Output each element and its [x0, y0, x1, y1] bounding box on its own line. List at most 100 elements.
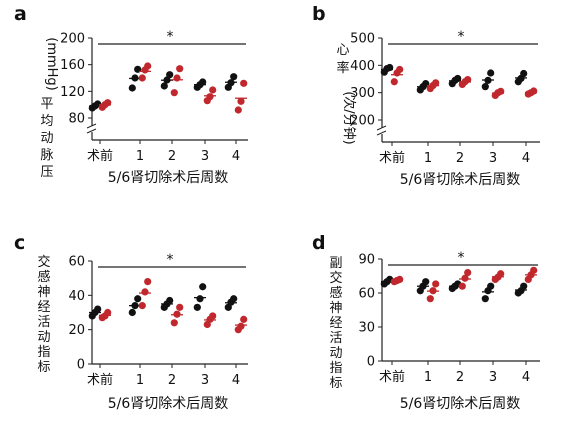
y-axis-title-char: 动	[329, 346, 342, 361]
y-tick-label: 60	[358, 287, 375, 302]
data-point	[237, 322, 245, 330]
x-tick-label: 2	[456, 151, 464, 166]
x-tick-label: 4	[232, 149, 240, 164]
x-tick-label: 1	[424, 151, 432, 166]
axis-break-mark	[376, 130, 387, 136]
data-point	[128, 84, 136, 92]
data-point	[144, 62, 152, 70]
axis-break-mark	[86, 128, 97, 134]
x-tick-label: 2	[456, 370, 464, 385]
significance-star: *	[167, 29, 174, 45]
x-axis-title: 5/6肾切除术后周数	[108, 170, 229, 186]
panel-label: c	[14, 232, 25, 254]
y-tick-label: 300	[350, 86, 375, 101]
data-point	[141, 288, 149, 296]
data-point	[209, 312, 217, 320]
data-point	[199, 78, 207, 86]
x-tick-label: 术前	[87, 372, 113, 388]
x-tick-label: 2	[168, 373, 176, 388]
data-point	[170, 89, 178, 97]
data-point	[497, 270, 505, 278]
y-tick-label: 90	[358, 253, 375, 268]
data-point	[484, 76, 492, 84]
data-point	[199, 283, 207, 291]
y-axis-title-char: 神	[37, 285, 50, 300]
x-tick-label: 4	[232, 373, 240, 388]
panel-label: a	[14, 3, 27, 25]
data-point	[163, 76, 171, 84]
x-tick-label: 1	[136, 373, 144, 388]
data-point	[464, 75, 472, 84]
y-tick-label: 200	[350, 114, 375, 129]
x-tick-label: 3	[201, 373, 209, 388]
data-point	[464, 269, 472, 277]
data-point	[160, 82, 168, 90]
y-tick-label: 160	[60, 58, 85, 73]
data-point	[396, 275, 404, 283]
data-point	[520, 69, 528, 78]
data-point	[131, 74, 139, 82]
y-tick-label: 0	[367, 355, 375, 370]
significance-star: *	[458, 250, 465, 266]
y-axis-title-char: 经	[329, 316, 342, 331]
y-tick-label: 30	[358, 321, 375, 336]
data-point	[240, 315, 248, 323]
x-axis-title: 5/6肾切除术后周数	[400, 396, 521, 412]
data-point	[166, 71, 174, 79]
data-point	[227, 79, 235, 87]
y-axis-title-char: 指	[37, 345, 50, 360]
axis-break-gap	[377, 128, 387, 134]
data-point	[520, 282, 528, 290]
data-point	[138, 302, 146, 310]
y-axis-title-char: 平	[40, 97, 53, 112]
y-axis-title-char: 动	[40, 131, 53, 146]
y-tick-label: 0	[77, 358, 85, 373]
y-tick-label: 400	[350, 59, 375, 74]
data-point	[432, 280, 440, 288]
data-point	[209, 86, 217, 94]
significance-star: *	[167, 252, 174, 268]
y-axis-title-char: 交	[329, 270, 342, 286]
y-axis-title-char: 心	[336, 43, 349, 58]
x-tick-label: 3	[489, 370, 497, 385]
y-axis-title-char: 感	[329, 285, 342, 301]
data-point	[166, 296, 174, 305]
y-tick-label: 20	[68, 323, 85, 338]
x-tick-label: 1	[136, 149, 144, 164]
x-tick-label: 术前	[87, 148, 113, 164]
y-axis-title-unit: (mmHg)	[44, 37, 59, 91]
y-axis-title-char: 神	[329, 301, 342, 316]
y-axis-title-unit: (次/分钟)	[341, 91, 357, 145]
y-axis-title-char: 压	[40, 165, 53, 180]
data-point	[176, 65, 184, 73]
y-tick-label: 500	[350, 32, 375, 47]
y-tick-label: 200	[60, 32, 85, 47]
x-tick-label: 术前	[379, 369, 405, 385]
panel-label: b	[312, 3, 326, 25]
x-axis-title: 5/6肾切除术后周数	[108, 396, 229, 412]
data-point	[131, 302, 139, 310]
y-axis-title-char: 脉	[40, 148, 53, 163]
data-point	[530, 266, 538, 274]
x-tick-label: 4	[522, 370, 530, 385]
data-point	[432, 79, 440, 87]
significance-star: *	[458, 29, 465, 45]
data-point	[104, 99, 112, 107]
data-point	[530, 87, 538, 95]
y-axis-title-char: 活	[37, 315, 50, 330]
y-axis-title-char: 副	[329, 256, 342, 271]
data-point	[144, 278, 152, 286]
x-tick-label: 1	[424, 370, 432, 385]
y-axis-title-char: 指	[329, 361, 342, 376]
x-tick-label: 2	[168, 149, 176, 164]
data-point	[173, 310, 181, 318]
x-tick-label: 术前	[379, 150, 405, 166]
data-point	[429, 287, 437, 295]
data-point	[173, 74, 181, 82]
data-point	[458, 282, 466, 290]
y-axis-title-char: 活	[329, 331, 342, 346]
y-tick-label: 120	[60, 85, 85, 100]
x-tick-label: 4	[522, 151, 530, 166]
